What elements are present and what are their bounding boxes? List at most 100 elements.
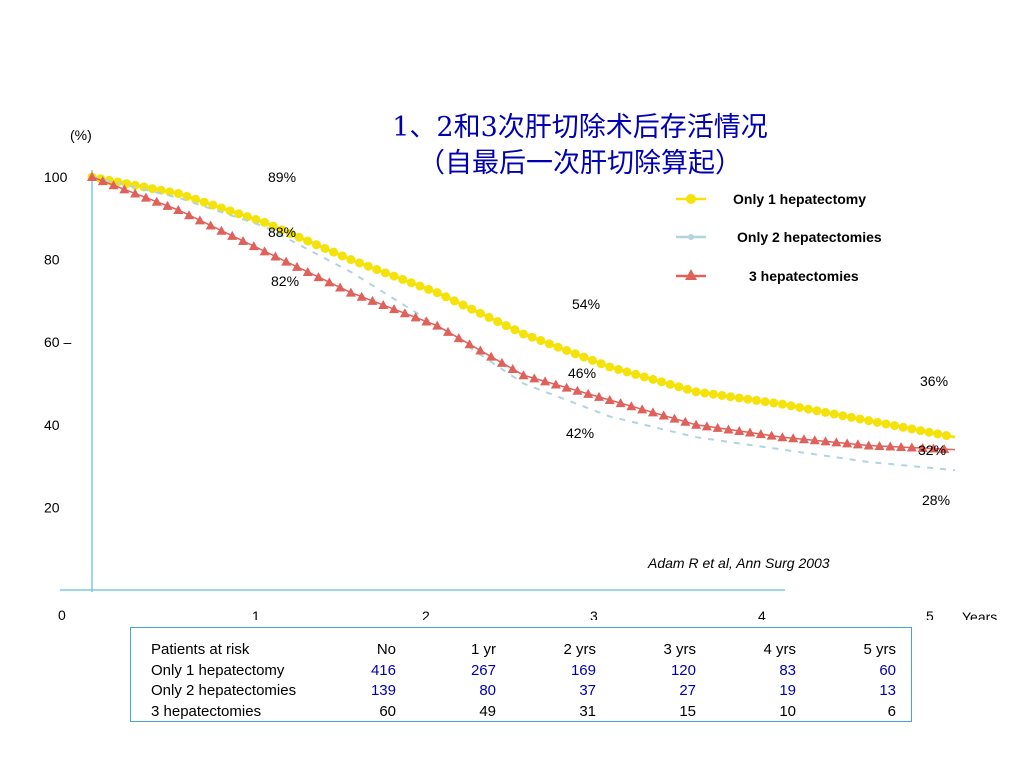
data-point [540, 376, 551, 386]
x-tick-label: 1 [252, 608, 260, 620]
series-2 [91, 176, 956, 472]
data-point [363, 261, 373, 271]
legend-label: Only 2 hepatectomies [737, 229, 882, 245]
legend-label: Only 1 hepatectomy [733, 191, 866, 207]
data-point [225, 206, 235, 216]
data-point [313, 272, 324, 282]
x-tick-label: 3 [590, 608, 598, 620]
risk-cell: 6 [887, 702, 896, 720]
data-point [519, 329, 528, 339]
data-point [872, 417, 882, 427]
data-point [329, 247, 339, 257]
data-point [389, 304, 400, 314]
data-point [838, 411, 848, 421]
data-point [639, 372, 649, 382]
data-point [570, 349, 580, 359]
risk-table-row: Only 1 hepatectomy 416 267 169 120 83 60 [151, 661, 896, 682]
data-point [622, 367, 632, 377]
data-point [933, 429, 943, 439]
slide-title: 1、2和3次肝切除术后存活情况 （自最后一次肝切除算起） [330, 110, 830, 182]
data-point [939, 444, 950, 454]
y-axis-label: (%) [70, 127, 92, 143]
data-point [803, 404, 813, 414]
data-point [199, 197, 209, 207]
data-point [345, 287, 356, 297]
data-point [669, 413, 680, 423]
data-point [251, 215, 261, 225]
data-point [130, 188, 141, 198]
data-point [496, 357, 507, 367]
data-point [389, 271, 399, 281]
data-point [216, 225, 227, 235]
data-point [346, 255, 356, 265]
data-point [424, 284, 434, 294]
data-point [734, 425, 745, 435]
data-point [442, 326, 453, 336]
data-point [613, 364, 623, 374]
chart-legend: Only 1 hepatectomy Only 2 hepatectomies 3 … [676, 191, 882, 284]
data-point [647, 407, 658, 417]
data-point [717, 390, 727, 400]
data-point [674, 382, 684, 392]
data-point [130, 180, 140, 190]
data-point [441, 292, 451, 302]
x-axis-label: Years [962, 609, 997, 620]
survival-percent-label: 82% [271, 273, 299, 289]
legend-marker [686, 194, 696, 204]
data-point [745, 427, 756, 437]
data-point [583, 388, 594, 398]
data-point [896, 441, 907, 451]
data-point [268, 221, 278, 231]
data-point [788, 433, 799, 443]
data-point [561, 382, 572, 392]
data-point [874, 440, 885, 450]
data-point [432, 320, 443, 330]
data-point [734, 393, 744, 403]
data-point [510, 325, 520, 335]
risk-cell: 1 yr [470, 641, 496, 658]
data-point [562, 345, 572, 355]
y-tick-label: 100 [44, 169, 68, 185]
data-point [406, 278, 416, 288]
legend-marker [685, 269, 697, 280]
data-point [356, 291, 367, 301]
data-point [691, 419, 702, 429]
data-point [786, 401, 796, 411]
risk-cell: 13 [879, 682, 896, 699]
series-line [91, 176, 956, 472]
data-point [165, 187, 175, 197]
data-point [885, 441, 896, 451]
data-point [464, 339, 475, 349]
data-point [755, 429, 766, 439]
data-point [242, 212, 252, 222]
data-point [708, 389, 718, 399]
data-point [410, 312, 421, 322]
risk-cell: 3 yrs [663, 641, 696, 658]
risk-cell: 31 [579, 702, 596, 720]
legend-item: Only 1 hepatectomy [676, 191, 866, 207]
data-point [453, 333, 464, 343]
risk-cell: 49 [479, 702, 496, 720]
data-point [320, 243, 330, 253]
data-point [777, 399, 787, 409]
data-point [795, 402, 805, 412]
data-point [626, 401, 637, 411]
data-point [665, 379, 675, 389]
data-point [182, 191, 192, 201]
data-point [812, 406, 822, 416]
risk-cell: 37 [579, 682, 596, 699]
data-point [536, 336, 546, 346]
survival-percent-label: 54% [572, 296, 600, 312]
risk-cell: 10 [779, 702, 796, 720]
data-point [915, 426, 925, 436]
survival-chart: 100 80 60 – 40 20 (%) 0 1 2 3 4 5 Years 89% 88% 82% 54%… [44, 127, 997, 620]
survival-percent-label: 42% [566, 425, 594, 441]
data-point [777, 432, 788, 442]
data-point [194, 215, 205, 225]
data-point [303, 236, 313, 246]
data-point [277, 225, 287, 235]
x-tick-label: 5 [926, 608, 934, 620]
x-tick-label: 0 [58, 607, 66, 620]
data-point [863, 440, 874, 450]
title-line-1: 1、2和3次肝切除术后存活情况 [392, 112, 768, 143]
